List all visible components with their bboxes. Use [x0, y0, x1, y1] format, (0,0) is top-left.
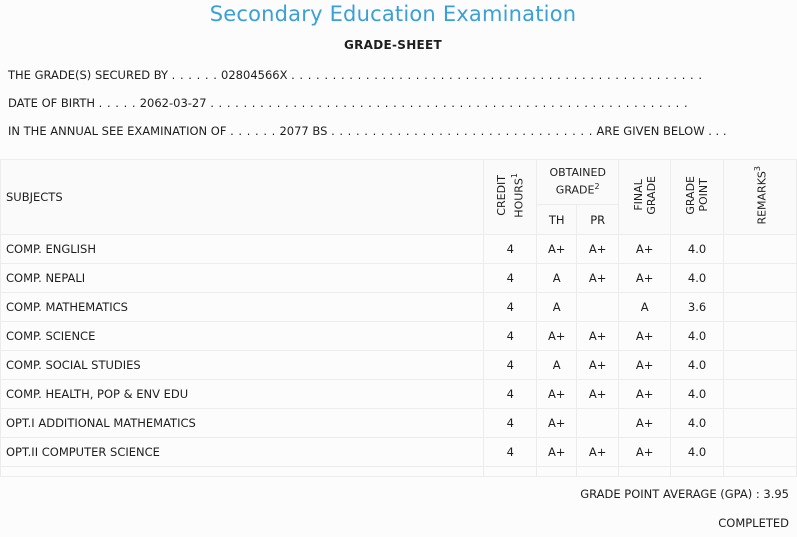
cell-credit: 4 — [483, 408, 538, 438]
cell-pr: A+ — [576, 263, 620, 293]
cell-gp: 4.0 — [670, 234, 725, 264]
cell-credit: 4 — [483, 292, 538, 322]
cell-credit: 4 — [483, 234, 538, 264]
cell-remarks — [723, 263, 797, 293]
table-row: COMP. SCIENCE 4 A+ A+ A+ 4.0 — [0, 321, 797, 351]
header-pr: PR — [576, 204, 620, 235]
cell-credit: 4 — [483, 350, 538, 380]
cell-final: A+ — [618, 350, 672, 380]
grade-table: SUBJECTS CREDIT HOURS1 OBTAINED GRADE2 F… — [0, 159, 797, 477]
cell-final: A+ — [618, 263, 672, 293]
exam-label: IN THE ANNUAL SEE EXAMINATION OF — [8, 124, 227, 138]
cell-subject: OPT.I ADDITIONAL MATHEMATICS — [0, 408, 485, 438]
cell-th: A+ — [536, 321, 578, 351]
cell-remarks — [723, 321, 797, 351]
cell-remarks — [723, 234, 797, 264]
gpa-label: GRADE POINT AVERAGE (GPA) : — [580, 487, 760, 501]
cell-remarks — [723, 350, 797, 380]
grade-sheet-heading: GRADE-SHEET — [343, 38, 443, 52]
cell-th: A+ — [536, 379, 578, 409]
cell-pr: A+ — [576, 437, 620, 467]
info-exam: IN THE ANNUAL SEE EXAMINATION OF . . . .… — [8, 124, 727, 138]
table-row: COMP. HEALTH, POP & ENV EDU 4 A+ A+ A+ 4.0 — [0, 379, 797, 409]
page-title: Secondary Education Examination — [209, 2, 577, 26]
cell-pr — [576, 292, 620, 322]
gpa-summary: GRADE POINT AVERAGE (GPA) : 3.95 — [580, 487, 789, 501]
header-remarks: REMARKS3 — [723, 159, 797, 235]
dob-label: DATE OF BIRTH — [8, 96, 96, 110]
cell-th: A — [536, 292, 578, 322]
cell-subject: COMP. HEALTH, POP & ENV EDU — [0, 379, 485, 409]
gpa-value: 3.95 — [763, 487, 789, 501]
header-th: TH — [536, 204, 578, 235]
cell-gp: 3.6 — [670, 292, 725, 322]
table-row: COMP. MATHEMATICS 4 A A 3.6 — [0, 292, 797, 322]
info-secured-by: THE GRADE(S) SECURED BY . . . . . . 0280… — [8, 68, 703, 82]
cell-credit: 4 — [483, 321, 538, 351]
cell-th: A+ — [536, 437, 578, 467]
table-row: OPT.I ADDITIONAL MATHEMATICS 4 A+ A+ 4.0 — [0, 408, 797, 438]
cell-pr: A+ — [576, 321, 620, 351]
exam-suffix: ARE GIVEN BELOW . . . — [596, 124, 727, 138]
secured-by-label: THE GRADE(S) SECURED BY — [8, 68, 169, 82]
header-grade-point: GRADE POINT — [670, 159, 725, 235]
header-final-grade: FINAL GRADE — [618, 159, 672, 235]
table-row: COMP. SOCIAL STUDIES 4 A A+ A+ 4.0 — [0, 350, 797, 380]
cell-pr: A+ — [576, 350, 620, 380]
cell-subject: COMP. SOCIAL STUDIES — [0, 350, 485, 380]
cell-final: A+ — [618, 321, 672, 351]
cell-th: A — [536, 350, 578, 380]
cell-subject: COMP. ENGLISH — [0, 234, 485, 264]
info-date-of-birth: DATE OF BIRTH . . . . . 2062-03-27 . . .… — [8, 96, 689, 110]
table-spacer-row — [0, 466, 797, 477]
cell-gp: 4.0 — [670, 350, 725, 380]
exam-year: 2077 BS — [279, 124, 328, 138]
cell-gp: 4.0 — [670, 437, 725, 467]
header-credit-hours: CREDIT HOURS1 — [483, 159, 538, 235]
cell-gp: 4.0 — [670, 379, 725, 409]
cell-subject: COMP. NEPALI — [0, 263, 485, 293]
cell-remarks — [723, 379, 797, 409]
table-row: COMP. NEPALI 4 A A+ A+ 4.0 — [0, 263, 797, 293]
cell-remarks — [723, 408, 797, 438]
cell-subject: COMP. MATHEMATICS — [0, 292, 485, 322]
cell-gp: 4.0 — [670, 321, 725, 351]
cell-th: A — [536, 263, 578, 293]
cell-pr — [576, 408, 620, 438]
cell-gp: 4.0 — [670, 263, 725, 293]
cell-pr: A+ — [576, 234, 620, 264]
cell-final: A+ — [618, 234, 672, 264]
cell-subject: OPT.II COMPUTER SCIENCE — [0, 437, 485, 467]
cell-subject: COMP. SCIENCE — [0, 321, 485, 351]
header-obtained-grade: OBTAINED GRADE2 — [536, 159, 620, 205]
cell-remarks — [723, 292, 797, 322]
cell-th: A+ — [536, 234, 578, 264]
symbol-number: 02804566X — [221, 68, 288, 82]
cell-final: A+ — [618, 379, 672, 409]
cell-final: A+ — [618, 408, 672, 438]
header-subjects: SUBJECTS — [0, 159, 485, 235]
cell-credit: 4 — [483, 379, 538, 409]
cell-final: A — [618, 292, 672, 322]
cell-pr: A+ — [576, 379, 620, 409]
cell-remarks — [723, 437, 797, 467]
cell-credit: 4 — [483, 263, 538, 293]
cell-gp: 4.0 — [670, 408, 725, 438]
dob-value: 2062-03-27 — [139, 96, 207, 110]
table-row: OPT.II COMPUTER SCIENCE 4 A+ A+ A+ 4.0 — [0, 437, 797, 467]
cell-credit: 4 — [483, 437, 538, 467]
table-row: COMP. ENGLISH 4 A+ A+ A+ 4.0 — [0, 234, 797, 264]
status-text: COMPLETED — [718, 516, 789, 530]
cell-final: A+ — [618, 437, 672, 467]
cell-th: A+ — [536, 408, 578, 438]
